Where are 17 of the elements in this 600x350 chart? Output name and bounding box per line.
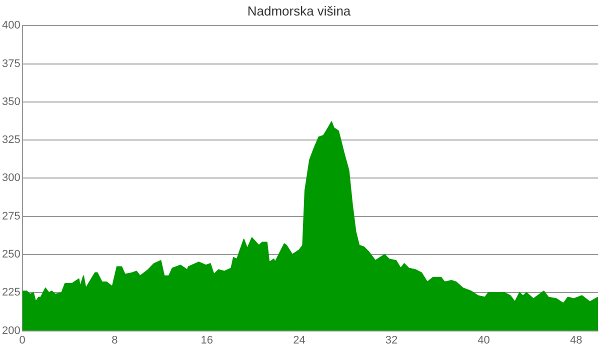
y-tick-label: 275 [2,210,20,222]
x-tick-label: 40 [478,334,490,346]
x-tick-label: 16 [200,334,214,346]
x-tick-label: 32 [385,334,398,346]
chart-title: Nadmorska višina [247,3,352,18]
x-tick-label: 24 [293,334,306,346]
y-tick-label: 375 [2,58,20,70]
y-tick-label: 325 [2,134,20,146]
y-tick-label: 200 [2,324,20,337]
y-tick-label: 250 [2,248,20,261]
x-tick-label: 48 [570,334,582,346]
x-tick-label: 8 [112,334,118,346]
y-tick-label: 350 [2,96,20,108]
y-tick-label: 400 [2,20,20,32]
y-tick-label: 225 [2,286,20,299]
x-tick-label: 0 [19,334,26,346]
y-tick-label: 300 [2,172,20,184]
